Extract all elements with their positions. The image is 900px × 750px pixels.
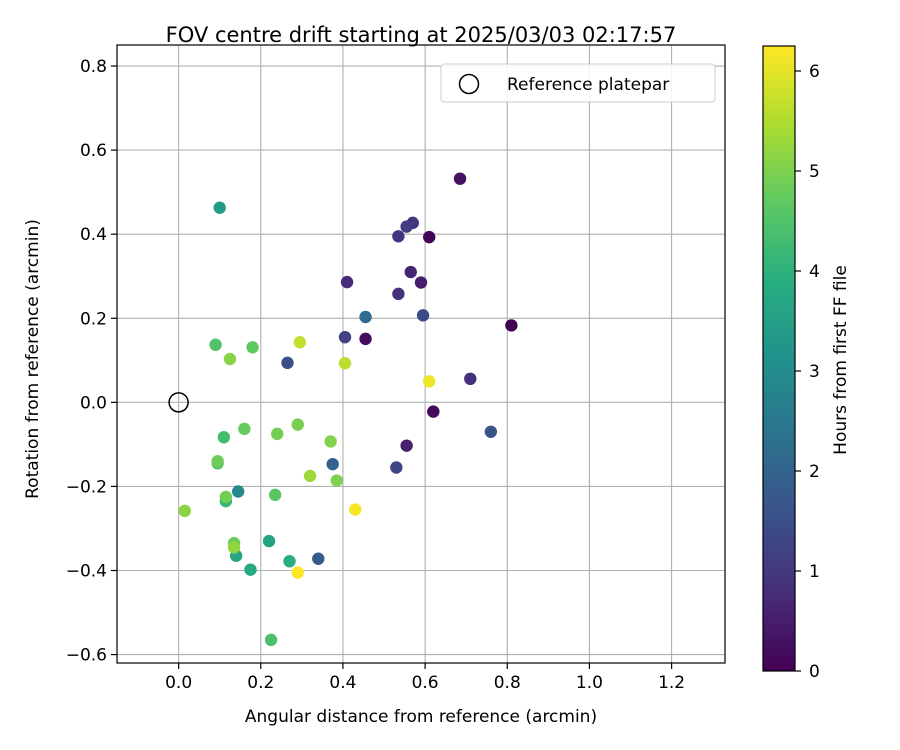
scatter-point — [264, 633, 278, 647]
scatter-point — [390, 461, 403, 474]
scatter-point — [464, 372, 477, 386]
x-tick-label: 0.0 — [165, 673, 192, 693]
scatter-point — [326, 457, 339, 471]
colorbar-tick-label: 3 — [809, 362, 820, 382]
scatter-point — [211, 455, 224, 468]
scatter-point — [303, 469, 317, 483]
y-axis-label: Rotation from reference (arcmin) — [23, 219, 43, 499]
colorbar-tick-label: 2 — [809, 462, 820, 482]
scatter-point — [291, 418, 304, 431]
y-tick-label: 0.2 — [80, 309, 107, 329]
scatter-point — [423, 230, 436, 244]
y-tick-label: 0.4 — [80, 225, 107, 245]
y-tick-label: 0.0 — [80, 393, 107, 413]
colorbar-tick-label: 4 — [809, 262, 820, 282]
colorbar-tick-label: 1 — [809, 562, 820, 582]
y-tick-label: 0.6 — [80, 141, 107, 161]
scatter-point — [400, 220, 413, 233]
scatter-point — [392, 287, 405, 301]
scatter-point — [283, 555, 296, 568]
scatter-point — [291, 566, 304, 579]
scatter-point — [338, 357, 352, 370]
scatter-point — [416, 309, 430, 322]
scatter-point — [293, 336, 307, 349]
scatter-point — [427, 405, 440, 418]
x-tick-label: 1.0 — [576, 673, 603, 693]
scatter-point — [349, 503, 362, 516]
scatter-point — [262, 534, 276, 548]
colorbar-ticks: 0 1 2 3 4 5 6 — [795, 62, 820, 682]
y-axis-ticks: −0.6 −0.4 −0.2 0.0 0.2 0.4 0.6 0.8 — [66, 57, 117, 666]
scatter-point — [209, 338, 222, 351]
scatter-point — [271, 427, 284, 441]
scatter-point — [340, 275, 354, 289]
colorbar-tick-label: 6 — [809, 62, 820, 82]
x-axis-ticks: 0.0 0.2 0.4 0.6 0.8 1.0 1.2 — [165, 663, 685, 693]
scatter-point — [223, 352, 237, 366]
x-tick-label: 0.4 — [329, 673, 356, 693]
plot-area-frame — [116, 44, 726, 664]
scatter-point — [213, 201, 226, 214]
x-tick-label: 1.2 — [658, 673, 685, 693]
colorbar-tick-label: 5 — [809, 162, 820, 182]
scatter-point — [227, 541, 241, 554]
x-tick-label: 0.2 — [247, 673, 274, 693]
reference-marker-layer — [168, 392, 189, 413]
chart-title: FOV centre drift starting at 2025/03/03 … — [166, 23, 677, 47]
scatter-point — [404, 265, 417, 279]
scatter-point — [312, 552, 325, 565]
legend: Reference platepar — [440, 63, 716, 103]
scatter-point — [268, 488, 282, 502]
reference-platepar-marker — [168, 392, 189, 413]
x-tick-label: 0.6 — [412, 673, 439, 693]
scatter-point — [400, 439, 413, 452]
x-axis-label: Angular distance from reference (arcmin) — [245, 707, 597, 727]
y-tick-label: −0.6 — [66, 646, 107, 666]
scatter-point — [244, 563, 257, 576]
scatter-point — [414, 276, 428, 289]
scatter-points — [178, 172, 518, 647]
scatter-point — [359, 310, 372, 324]
scatter-point — [231, 485, 245, 498]
scatter-point — [178, 504, 191, 518]
y-tick-label: −0.2 — [66, 477, 107, 497]
legend-box — [440, 63, 716, 103]
legend-reference-marker — [458, 73, 480, 95]
scatter-point — [219, 490, 233, 504]
scatter-point — [238, 422, 251, 436]
scatter-point — [453, 172, 467, 185]
legend-label: Reference platepar — [507, 75, 669, 95]
scatter-point — [423, 375, 436, 388]
y-tick-label: −0.4 — [66, 562, 107, 582]
scatter-point — [330, 474, 343, 487]
scatter-point — [281, 356, 294, 370]
scatter-point — [338, 330, 352, 344]
scatter-point — [392, 230, 405, 243]
scatter-point — [484, 425, 498, 438]
scatter-point — [217, 431, 231, 444]
grid — [117, 45, 725, 663]
y-tick-label: 0.8 — [80, 57, 107, 77]
colorbar-fill — [762, 45, 796, 672]
scatter-point — [324, 435, 337, 448]
scatter-point — [246, 341, 259, 354]
colorbar-tick-label: 0 — [809, 662, 820, 682]
colorbar: 0 1 2 3 4 5 6 Hours from first FF file — [762, 45, 851, 682]
x-tick-label: 0.8 — [494, 673, 521, 693]
colorbar-label: Hours from first FF file — [831, 265, 851, 455]
scatter-point — [505, 319, 518, 332]
scatter-point — [359, 332, 372, 346]
